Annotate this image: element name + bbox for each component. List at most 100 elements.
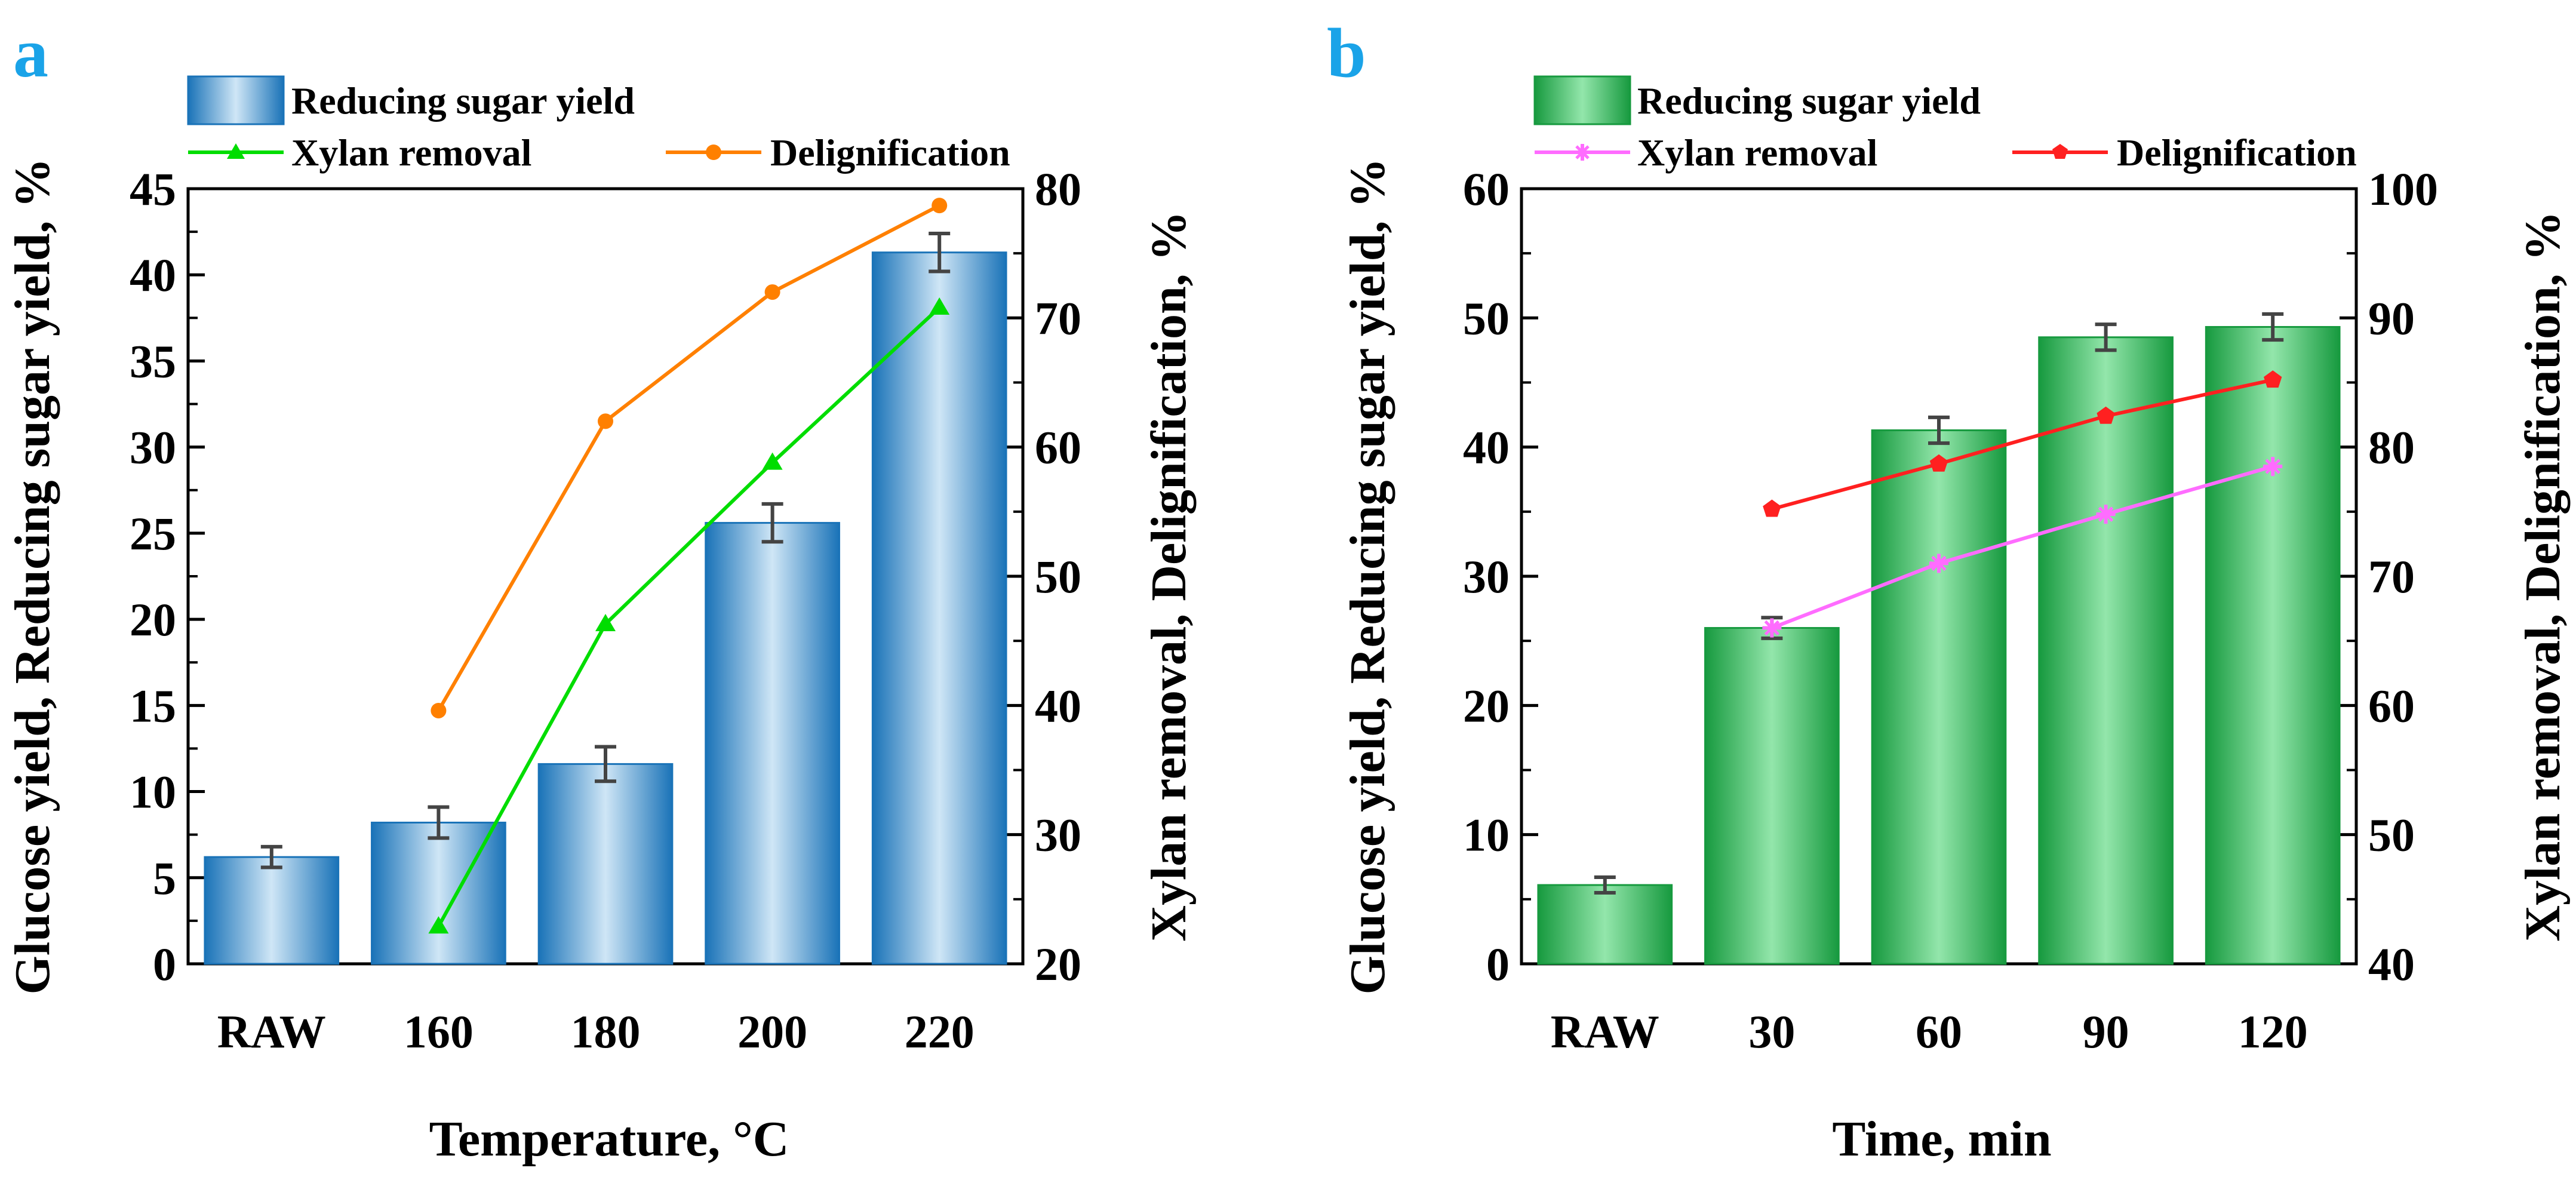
error-bar [260, 844, 282, 869]
legend-marker-star [1574, 144, 1591, 161]
y-tick-label-left: 20 [130, 594, 176, 646]
x-tick-label: RAW [217, 1006, 326, 1058]
bar [537, 763, 674, 965]
y-tick-label-left: 40 [1463, 422, 1510, 474]
data-point [598, 413, 613, 429]
data-point [2264, 370, 2282, 388]
y-tick-label-left: 0 [1486, 938, 1510, 990]
y-tick-label-right: 40 [1035, 680, 1081, 732]
x-tick-label: RAW [1551, 1006, 1659, 1058]
bar [1537, 884, 1673, 965]
legend-marker-pentagon [2052, 144, 2068, 159]
bar [2038, 336, 2174, 965]
legend: Reducing sugar yield Xylan removal Delig… [187, 75, 1010, 174]
legend-label: Reducing sugar yield [291, 79, 635, 122]
y-tick-label-right: 50 [1035, 551, 1081, 603]
legend-swatch-bar [187, 75, 285, 125]
bar [705, 522, 840, 965]
error-bar [761, 502, 783, 544]
y-tick-label-left: 0 [153, 938, 176, 990]
legend-label: Xylan removal [291, 131, 531, 174]
error-bar [929, 231, 951, 274]
x-tick-label: 90 [2083, 1006, 2129, 1058]
y-tick-label-right: 60 [1035, 422, 1081, 474]
panel-label-b: b [1327, 14, 1366, 92]
data-point [1763, 499, 1781, 517]
y-axis-title-left: Glucose yield, Reducing sugar yield, % [1340, 158, 1395, 995]
y-axis-title-right: Xylan removal, Delignification, % [2515, 211, 2571, 941]
y-tick-label-right: 100 [2368, 163, 2438, 215]
bar [2205, 325, 2341, 965]
error-bar [2262, 312, 2284, 342]
y-tick-label-left: 10 [130, 766, 176, 818]
y-tick-label-left: 10 [1463, 809, 1510, 861]
legend-label: Xylan removal [1637, 131, 1877, 174]
error-bar [2095, 322, 2117, 352]
y-tick-label-right: 40 [2368, 938, 2415, 990]
series-line-xylan-removal [436, 306, 941, 927]
panel-a: 0 5 10 15 20 25 30 35 40 45 20 30 40 50 60 70 80 RAW 160… [5, 75, 1197, 1167]
data-point [2096, 505, 2116, 524]
series-line-delignification [436, 204, 940, 712]
legend-label: Delignification [2117, 131, 2357, 174]
x-tick-label: 120 [2238, 1006, 2308, 1058]
y-tick-label-left: 15 [130, 680, 176, 732]
y-tick-label-left: 60 [1463, 163, 1510, 215]
error-bar [595, 745, 616, 783]
data-point [2097, 406, 2115, 424]
y-tick-label-right: 30 [1035, 809, 1081, 861]
bar [204, 856, 340, 965]
bar [1871, 429, 2007, 965]
y-tick-label-left: 50 [1463, 292, 1510, 344]
legend-marker-triangle [227, 143, 245, 159]
x-axis-title: Time, min [1832, 1111, 2051, 1167]
x-tick-label: 180 [571, 1006, 641, 1058]
legend-marker-circle [706, 145, 721, 160]
error-bar [1594, 875, 1616, 895]
series-line-delignification [1771, 378, 2273, 511]
error-bar [428, 805, 450, 840]
series-line-xylan-removal [1771, 465, 2274, 630]
data-point [762, 452, 783, 470]
x-tick-label: 60 [1916, 1006, 1962, 1058]
data-point [929, 297, 950, 315]
x-tick-label: 200 [737, 1006, 807, 1058]
panel-b: 0 10 20 30 40 50 60 40 50 60 70 80 90 100 RAW 30 60 90 1… [1340, 75, 2571, 1167]
y-tick-label-left: 5 [153, 852, 176, 904]
x-axis-title: Temperature, °C [429, 1111, 789, 1167]
y-tick-label-right: 70 [2368, 551, 2415, 603]
y-axis-title-right: Xylan removal, Delignification, % [1141, 211, 1197, 941]
y-tick-label-right: 70 [1035, 292, 1081, 344]
legend-label: Delignification [770, 131, 1010, 174]
data-point [428, 916, 449, 934]
y-tick-label-left: 30 [130, 422, 176, 474]
y-tick-label-left: 30 [1463, 551, 1510, 603]
error-bar [1928, 415, 1950, 445]
x-tick-label: 30 [1748, 1006, 1795, 1058]
data-point [1929, 454, 1948, 472]
y-tick-label-left: 20 [1463, 680, 1510, 732]
data-point [932, 198, 948, 214]
data-point [1929, 554, 1948, 573]
y-tick-label-right: 80 [1035, 163, 1081, 215]
y-tick-label-right: 80 [2368, 422, 2415, 474]
data-point [431, 702, 447, 718]
y-tick-label-right: 50 [2368, 809, 2415, 861]
legend-label: Reducing sugar yield [1637, 79, 1981, 122]
x-tick-label: 160 [404, 1006, 474, 1058]
data-point [595, 614, 616, 632]
y-tick-label-left: 40 [130, 249, 176, 301]
legend: Reducing sugar yield Xylan removal Delig… [1533, 75, 2357, 174]
legend-swatch-bar [1533, 75, 1631, 125]
bar [1704, 627, 1840, 965]
x-tick-label: 220 [905, 1006, 975, 1058]
y-tick-label-right: 60 [2368, 680, 2415, 732]
bar [871, 251, 1007, 965]
y-tick-label-left: 35 [130, 335, 176, 387]
data-point [2263, 457, 2283, 477]
y-axis-title-left: Glucose yield, Reducing sugar yield, % [5, 158, 60, 995]
y-tick-label-right: 90 [2368, 292, 2415, 344]
data-point [1762, 618, 1782, 638]
y-tick-label-left: 45 [130, 163, 176, 215]
